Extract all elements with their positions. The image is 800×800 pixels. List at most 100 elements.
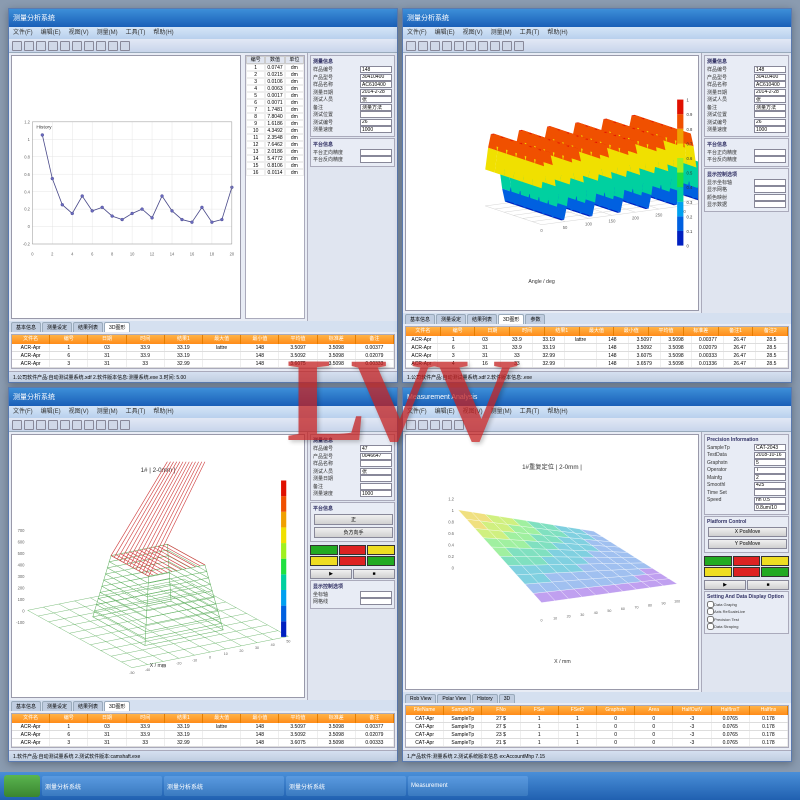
tool-button[interactable] bbox=[442, 420, 452, 430]
start-button[interactable] bbox=[4, 775, 40, 797]
chart-area[interactable]: 1# | 2-0mm |-1000100200300400500600700-5… bbox=[11, 434, 305, 698]
tab[interactable]: 基本信息 bbox=[11, 701, 41, 711]
table-row[interactable]: CAT-AprSampleTp27 $1100-30.07650.178 bbox=[406, 723, 788, 731]
tool-button[interactable] bbox=[478, 41, 488, 51]
tool-button[interactable] bbox=[96, 41, 106, 51]
field-input[interactable] bbox=[754, 89, 786, 96]
ctrl-btn[interactable]: ▶ bbox=[310, 569, 352, 579]
tool-button[interactable] bbox=[108, 41, 118, 51]
menu-item[interactable]: 测量(M) bbox=[491, 27, 512, 39]
tool-button[interactable] bbox=[48, 420, 58, 430]
table-row[interactable]: ACR-Apr4163332.991483.65793.50980.013362… bbox=[406, 360, 788, 368]
tool-button[interactable] bbox=[418, 420, 428, 430]
col-header[interactable]: 平均值 bbox=[649, 327, 684, 336]
table-row[interactable]: ACR-Apr10333.933.19lattre1483.50973.5098… bbox=[12, 723, 394, 731]
field-input[interactable] bbox=[360, 483, 392, 490]
tool-button[interactable] bbox=[36, 41, 46, 51]
field-input[interactable] bbox=[754, 467, 786, 474]
menu-item[interactable]: 测量(M) bbox=[97, 27, 118, 39]
col-header[interactable]: 最大值 bbox=[203, 335, 241, 344]
chart-area[interactable]: 02468101214161820-0.200.20.40.60.811.2Hi… bbox=[11, 55, 241, 319]
field-input[interactable] bbox=[360, 89, 392, 96]
tool-button[interactable] bbox=[12, 41, 22, 51]
tab[interactable]: 结果列表 bbox=[467, 314, 497, 324]
field-input[interactable] bbox=[360, 74, 392, 81]
tool-button[interactable] bbox=[60, 420, 70, 430]
tool-button[interactable] bbox=[490, 41, 500, 51]
tool-button[interactable] bbox=[430, 420, 440, 430]
col-header[interactable]: 最小值 bbox=[241, 335, 279, 344]
field-input[interactable] bbox=[754, 81, 786, 88]
menu-item[interactable]: 视图(V) bbox=[69, 406, 89, 418]
table-row[interactable]: ACR-Apr63133.933.191483.50923.50980.0207… bbox=[12, 731, 394, 739]
menu-item[interactable]: 工具(T) bbox=[126, 27, 146, 39]
field-input[interactable] bbox=[754, 444, 786, 451]
field-input[interactable] bbox=[754, 482, 786, 489]
field-input[interactable] bbox=[360, 475, 392, 482]
col-header[interactable]: SampleTp bbox=[444, 706, 482, 715]
col-header[interactable]: 结果1 bbox=[545, 327, 580, 336]
table-row[interactable]: CAT-AprSampleTp21 $1100-30.07650.178 bbox=[406, 739, 788, 747]
taskbar-item[interactable]: 测量分析系统 bbox=[42, 776, 162, 796]
col-header[interactable]: 标准差 bbox=[318, 714, 356, 723]
tool-button[interactable] bbox=[418, 41, 428, 51]
menu-item[interactable]: 帮助(H) bbox=[547, 406, 567, 418]
table-row[interactable]: ACR-Apr3313332.991483.60753.50980.00333 bbox=[12, 739, 394, 747]
field-input[interactable] bbox=[754, 149, 786, 156]
tool-button[interactable] bbox=[514, 41, 524, 51]
opt-input[interactable] bbox=[360, 598, 392, 605]
menu-item[interactable]: 文件(F) bbox=[13, 27, 33, 39]
titlebar[interactable]: Measurement Analysis bbox=[403, 388, 791, 406]
tool-button[interactable] bbox=[406, 420, 416, 430]
tab[interactable]: Rob View bbox=[405, 694, 436, 703]
tool-button[interactable] bbox=[108, 420, 118, 430]
titlebar[interactable]: 测量分析系统 bbox=[9, 9, 397, 27]
tool-button[interactable] bbox=[84, 41, 94, 51]
menu-item[interactable]: 测量(M) bbox=[97, 406, 118, 418]
field-input[interactable] bbox=[754, 119, 786, 126]
tab[interactable]: 3D bbox=[499, 694, 515, 703]
side-button[interactable]: Y PosMove bbox=[708, 539, 787, 549]
tab[interactable]: 3D图形 bbox=[104, 701, 130, 711]
tab[interactable]: 测量设定 bbox=[42, 701, 72, 711]
ctrl-btn[interactable]: ■ bbox=[353, 569, 395, 579]
menu-item[interactable]: 文件(F) bbox=[13, 406, 33, 418]
chart-area[interactable]: 05010015020025030035000.10.20.30.40.50.6… bbox=[405, 55, 699, 311]
table-row[interactable]: ACR-Apr63133.933.191483.50923.50980.0207… bbox=[406, 344, 788, 352]
col-header[interactable]: 文件名 bbox=[12, 335, 50, 344]
tab[interactable]: History bbox=[472, 694, 498, 703]
menu-item[interactable]: 文件(F) bbox=[407, 406, 427, 418]
col-header[interactable]: Graphstn bbox=[597, 706, 635, 715]
field-input[interactable] bbox=[360, 445, 392, 452]
tool-button[interactable] bbox=[466, 41, 476, 51]
tool-button[interactable] bbox=[96, 420, 106, 430]
tab[interactable]: 结果列表 bbox=[73, 322, 103, 332]
opt-input[interactable] bbox=[360, 591, 392, 598]
menu-item[interactable]: 视图(V) bbox=[69, 27, 89, 39]
tool-button[interactable] bbox=[24, 41, 34, 51]
field-input[interactable] bbox=[360, 104, 392, 111]
ctrl-btn[interactable]: ▶ bbox=[704, 580, 746, 590]
field-input[interactable] bbox=[754, 497, 786, 504]
col-header[interactable]: HalfIns bbox=[750, 706, 788, 715]
col-header[interactable]: 编号 bbox=[50, 714, 88, 723]
menu-item[interactable]: 工具(T) bbox=[520, 27, 540, 39]
col-header[interactable]: 标准差 bbox=[684, 327, 719, 336]
col-header[interactable]: 备注1 bbox=[719, 327, 754, 336]
titlebar[interactable]: 测量分析系统 bbox=[403, 9, 791, 27]
field-input[interactable] bbox=[754, 66, 786, 73]
table-row[interactable]: ACR-Apr10333.933.19lattre1483.50973.5098… bbox=[12, 344, 394, 352]
tool-button[interactable] bbox=[430, 41, 440, 51]
field-input[interactable] bbox=[754, 489, 786, 496]
menu-item[interactable]: 编辑(E) bbox=[41, 406, 61, 418]
table-row[interactable]: ACR-Apr10333.933.19lattre1483.50973.5098… bbox=[406, 336, 788, 344]
ctrl-btn[interactable]: ■ bbox=[747, 580, 789, 590]
menu-item[interactable]: 文件(F) bbox=[407, 27, 427, 39]
col-header[interactable]: 最小值 bbox=[614, 327, 649, 336]
menu-item[interactable]: 编辑(E) bbox=[435, 27, 455, 39]
side-button[interactable]: 负方向手 bbox=[314, 527, 393, 538]
tool-button[interactable] bbox=[60, 41, 70, 51]
menu-item[interactable]: 帮助(H) bbox=[547, 27, 567, 39]
col-header[interactable]: 标准差 bbox=[318, 335, 356, 344]
col-header[interactable]: HalfInsT bbox=[712, 706, 750, 715]
